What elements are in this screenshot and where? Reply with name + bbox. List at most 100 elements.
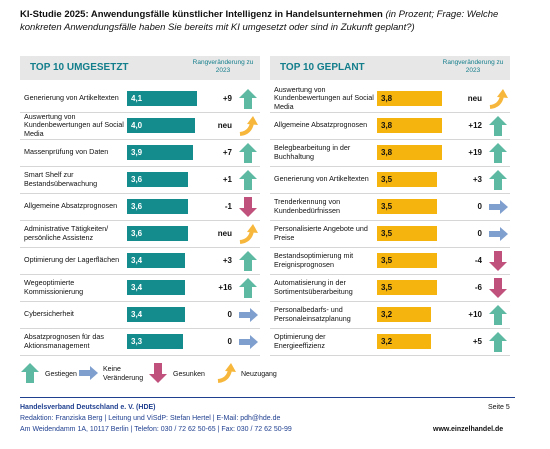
bar (377, 199, 437, 214)
trend-icon-up (489, 143, 507, 163)
table-row: Massenprüfung von Daten 3,9 +7 (20, 139, 260, 167)
trend-icon-up (489, 116, 507, 136)
trend-icon-up (239, 170, 257, 190)
trend-icon-up (489, 332, 507, 352)
bar (127, 307, 185, 322)
row-label: Optimierung der Lagerflächen (24, 255, 120, 265)
row-label: Allgemeine Absatzprognosen (24, 201, 118, 211)
rank-change: -1 (224, 202, 232, 211)
bar (377, 280, 437, 295)
rank-change: +12 (468, 121, 482, 130)
trend-icon-up (239, 89, 257, 109)
rank-change: +7 (222, 148, 232, 157)
panel-header: TOP 10 UMGESETZT Rangveränderung zu 2023 (20, 56, 260, 80)
panel-header: TOP 10 GEPLANT Rangveränderung zu 2023 (270, 56, 510, 80)
bar-value: 3,3 (131, 337, 143, 346)
bar (377, 172, 437, 187)
bar (127, 199, 189, 214)
bar (127, 172, 189, 187)
table-row: Trenderkennung von Kundenbedürfnissen 3,5… (270, 193, 510, 221)
bar-value: 3,5 (381, 229, 393, 238)
panel: TOP 10 GEPLANT Rangveränderung zu 2023 Aus… (270, 56, 510, 356)
bar (127, 253, 185, 268)
trend-icon-down (149, 363, 167, 383)
panel-title: TOP 10 GEPLANT (280, 62, 365, 73)
trend-icon-new (489, 89, 508, 109)
bar-value: 3,5 (381, 175, 393, 184)
bar-value: 3,8 (381, 94, 393, 103)
rank-change: +1 (222, 175, 232, 184)
rank-change: 0 (227, 310, 232, 319)
rank-change: +19 (468, 148, 482, 157)
bar-value: 3,9 (131, 148, 143, 157)
trend-icon-new (239, 224, 258, 244)
bar-value: 3,4 (131, 310, 143, 319)
change-header: Rangveränderung zu 2023 (442, 59, 504, 74)
rank-change: -4 (474, 256, 482, 265)
rank-change: +5 (472, 337, 482, 346)
rank-change: +3 (472, 175, 482, 184)
divider (20, 397, 515, 398)
panel-title: TOP 10 UMGESETZT (30, 62, 129, 73)
bar (127, 118, 195, 133)
trend-icon-up (489, 305, 507, 325)
bar-value: 3,5 (381, 283, 393, 292)
row-label: Personalbedarfs- und Personaleinsatzplan… (274, 305, 351, 323)
trend-icon-same (239, 308, 258, 322)
rank-change: +3 (222, 256, 232, 265)
row-label: Smart Shelf zur Bestandsüberwachung (24, 170, 98, 188)
rank-change: neu (217, 229, 232, 238)
row-label: Optimierung der Energieeffizienz (274, 332, 326, 350)
table-row: Auswertung von Kundenbewertungen auf Soc… (20, 112, 260, 140)
bar (127, 280, 185, 295)
table-row: Auswertung von Kundenbewertungen auf Soc… (270, 85, 510, 113)
bar-value: 3,4 (131, 256, 143, 265)
bar-value: 3,4 (131, 283, 143, 292)
table-row: Belegbearbeitung in der Buchhaltung 3,8 +1… (270, 139, 510, 167)
row-label: Administrative Tätigkeiten/ persönliche … (24, 224, 109, 242)
bar-value: 3,8 (381, 148, 393, 157)
rank-change: 0 (477, 202, 482, 211)
table-row: Administrative Tätigkeiten/ persönliche … (20, 220, 260, 248)
legend-label: Gesunken (173, 371, 205, 378)
trend-icon-down (489, 278, 507, 298)
panel: TOP 10 UMGESETZT Rangveränderung zu 2023 G… (20, 56, 260, 356)
bar (127, 226, 189, 241)
title: KI-Studie 2025: Anwendungsfälle künstlic… (20, 9, 383, 20)
rank-change: +10 (468, 310, 482, 319)
row-label: Automatisierung in der Sortimentsüberarb… (274, 278, 353, 296)
table-row: Allgemeine Absatzprognosen 3,6 -1 (20, 193, 260, 221)
bar (127, 91, 197, 106)
bar (377, 253, 437, 268)
table-row: Automatisierung in der Sortimentsüberarb… (270, 274, 510, 302)
legend-label: Gestiegen (45, 371, 77, 378)
trend-icon-up (239, 251, 257, 271)
bar-value: 4,1 (131, 94, 143, 103)
bar-value: 3,6 (131, 202, 143, 211)
rank-change: +16 (218, 283, 232, 292)
row-label: Absatzprognosen für das Aktionsmanagemen… (24, 332, 104, 350)
trend-icon-up (21, 363, 39, 383)
bar-value: 3,6 (131, 229, 143, 238)
address: Am Weidendamm 1A, 10117 Berlin | Telefon… (20, 426, 292, 433)
bar (377, 91, 442, 106)
row-label: Auswertung von Kundenbewertungen auf Soc… (274, 84, 374, 111)
change-header: Rangveränderung zu 2023 (192, 59, 254, 74)
editorial: Redaktion: Franziska Berg | Leitung und … (20, 415, 281, 422)
website[interactable]: www.einzelhandel.de (433, 426, 504, 433)
bar (377, 118, 442, 133)
trend-icon-same (489, 227, 508, 241)
table-row: Cybersicherheit 3,4 0 (20, 301, 260, 329)
table-row: Smart Shelf zur Bestandsüberwachung 3,6 +1 (20, 166, 260, 194)
subtitle: (in Prozent; Frage: Welche konkreten Anw… (20, 9, 499, 33)
trend-icon-up (489, 170, 507, 190)
table-row: Optimierung der Lagerflächen 3,4 +3 (20, 247, 260, 275)
bar (127, 145, 194, 160)
row-label: Wegeoptimierte Kommissionierung (24, 278, 84, 296)
rank-change: -6 (474, 283, 482, 292)
bar (377, 334, 432, 349)
bar-value: 3,6 (131, 175, 143, 184)
trend-icon-same (239, 335, 258, 349)
bar (377, 145, 442, 160)
table-row: Generierung von Artikeltexten 3,5 +3 (270, 166, 510, 194)
